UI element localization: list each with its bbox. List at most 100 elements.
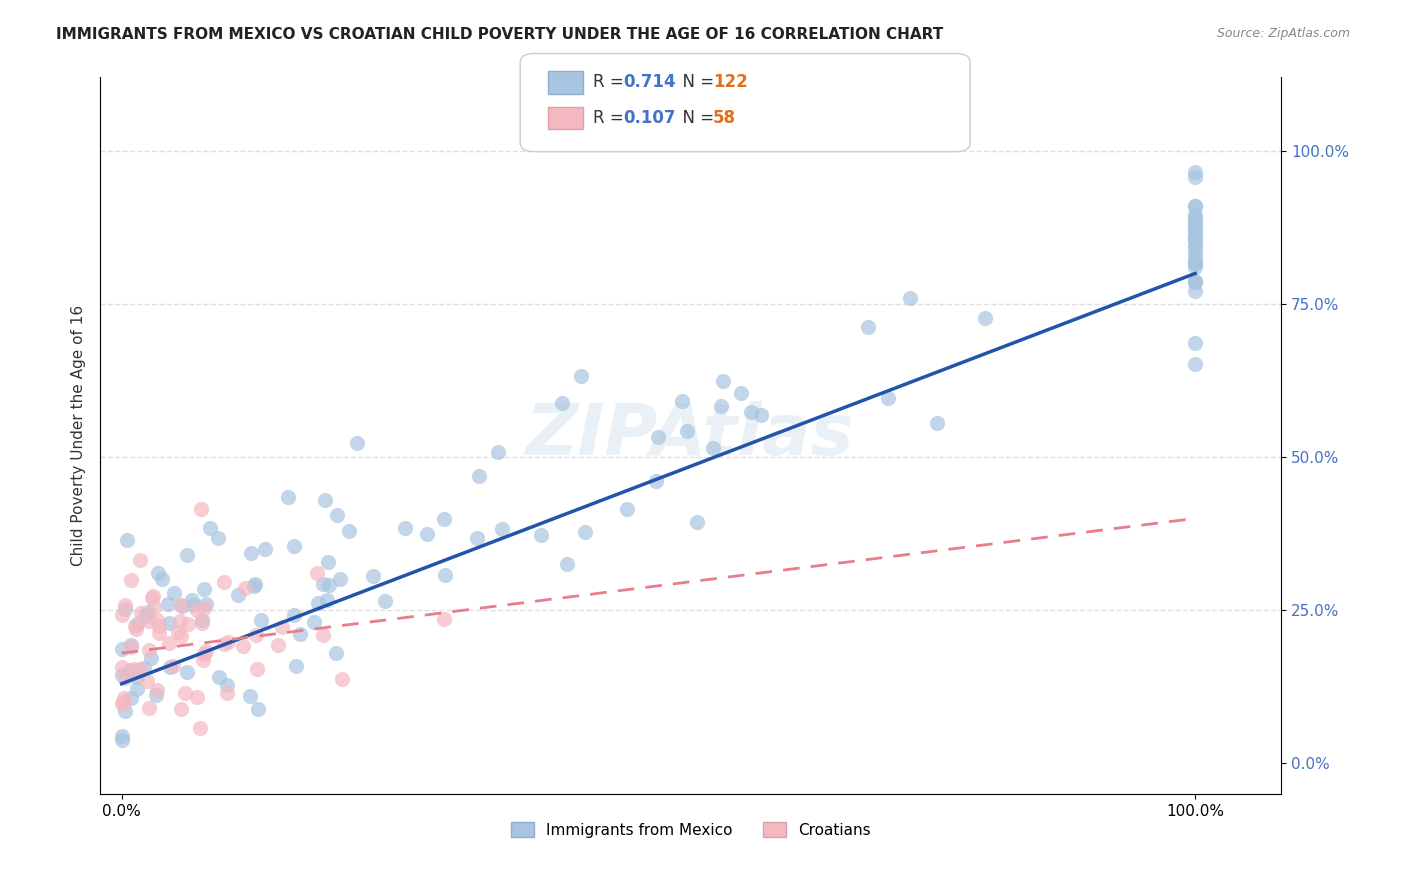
Point xyxy=(246,662,269,676)
Point xyxy=(138,642,160,657)
Point xyxy=(194,598,217,612)
Point xyxy=(177,617,200,632)
Point xyxy=(1184,335,1206,350)
Point xyxy=(325,646,347,660)
Text: 0.107: 0.107 xyxy=(623,109,675,127)
Point xyxy=(337,524,360,538)
Point xyxy=(973,310,995,325)
Point xyxy=(290,627,312,641)
Point xyxy=(135,673,157,688)
Text: 122: 122 xyxy=(713,73,748,91)
Point xyxy=(316,592,339,607)
Point xyxy=(1184,274,1206,288)
Point xyxy=(166,624,188,639)
Point xyxy=(136,605,159,619)
Point xyxy=(616,502,638,516)
Point xyxy=(709,399,731,413)
Point xyxy=(146,613,169,627)
Point xyxy=(115,533,138,547)
Point xyxy=(143,599,166,614)
Point xyxy=(1184,210,1206,224)
Point xyxy=(228,588,250,602)
Point xyxy=(141,590,163,604)
Point xyxy=(434,567,457,582)
Point xyxy=(148,626,170,640)
Legend: Immigrants from Mexico, Croatians: Immigrants from Mexico, Croatians xyxy=(505,815,877,844)
Point xyxy=(571,368,593,383)
Point xyxy=(134,661,156,675)
Y-axis label: Child Poverty Under the Age of 16: Child Poverty Under the Age of 16 xyxy=(72,305,86,566)
Point xyxy=(212,574,235,589)
Point xyxy=(246,702,269,716)
Point xyxy=(111,660,134,674)
Point xyxy=(190,501,212,516)
Point xyxy=(114,598,136,612)
Point xyxy=(139,651,162,665)
Point xyxy=(198,520,221,534)
Point xyxy=(1184,227,1206,241)
Point xyxy=(146,566,169,580)
Point xyxy=(1184,260,1206,274)
Point xyxy=(491,523,513,537)
Text: ZIPAtlas: ZIPAtlas xyxy=(526,401,855,470)
Point xyxy=(190,721,212,735)
Text: 0.714: 0.714 xyxy=(623,73,675,91)
Point xyxy=(191,613,214,627)
Point xyxy=(207,531,229,545)
Point xyxy=(1184,256,1206,270)
Point xyxy=(111,642,134,657)
Point xyxy=(215,678,238,692)
Point xyxy=(1184,256,1206,270)
Point xyxy=(169,702,191,716)
Point xyxy=(150,572,173,586)
Point xyxy=(433,612,456,626)
Point xyxy=(239,689,262,703)
Point xyxy=(702,441,724,455)
Point xyxy=(271,620,294,634)
Point xyxy=(314,493,336,508)
Point xyxy=(898,291,921,305)
Point xyxy=(671,394,693,409)
Point xyxy=(927,416,949,430)
Point xyxy=(146,683,169,698)
Point xyxy=(215,686,238,700)
Point xyxy=(120,573,142,587)
Point xyxy=(1184,244,1206,258)
Text: R =: R = xyxy=(593,73,630,91)
Point xyxy=(145,688,167,702)
Point xyxy=(1184,238,1206,252)
Point xyxy=(156,597,179,611)
Point xyxy=(186,690,208,704)
Point xyxy=(730,385,752,400)
Point xyxy=(467,532,489,546)
Point xyxy=(193,601,215,615)
Point xyxy=(394,521,416,535)
Point xyxy=(170,599,193,613)
Text: 58: 58 xyxy=(713,109,735,127)
Point xyxy=(1184,208,1206,222)
Point xyxy=(1184,217,1206,231)
Point xyxy=(162,659,184,673)
Point xyxy=(1184,249,1206,263)
Point xyxy=(129,553,152,567)
Point xyxy=(374,593,396,607)
Point xyxy=(647,430,669,444)
Point xyxy=(1184,357,1206,371)
Point xyxy=(574,524,596,539)
Point xyxy=(170,598,193,612)
Text: N =: N = xyxy=(672,73,720,91)
Point xyxy=(243,579,266,593)
Point xyxy=(326,508,349,522)
Point xyxy=(191,653,214,667)
Point xyxy=(111,668,134,682)
Point xyxy=(312,577,335,591)
Point xyxy=(114,704,136,718)
Point xyxy=(1184,232,1206,246)
Point xyxy=(186,603,208,617)
Point xyxy=(129,662,152,676)
Point xyxy=(111,608,134,623)
Point xyxy=(254,541,277,556)
Point xyxy=(284,659,307,673)
Point xyxy=(159,660,181,674)
Point xyxy=(686,515,709,529)
